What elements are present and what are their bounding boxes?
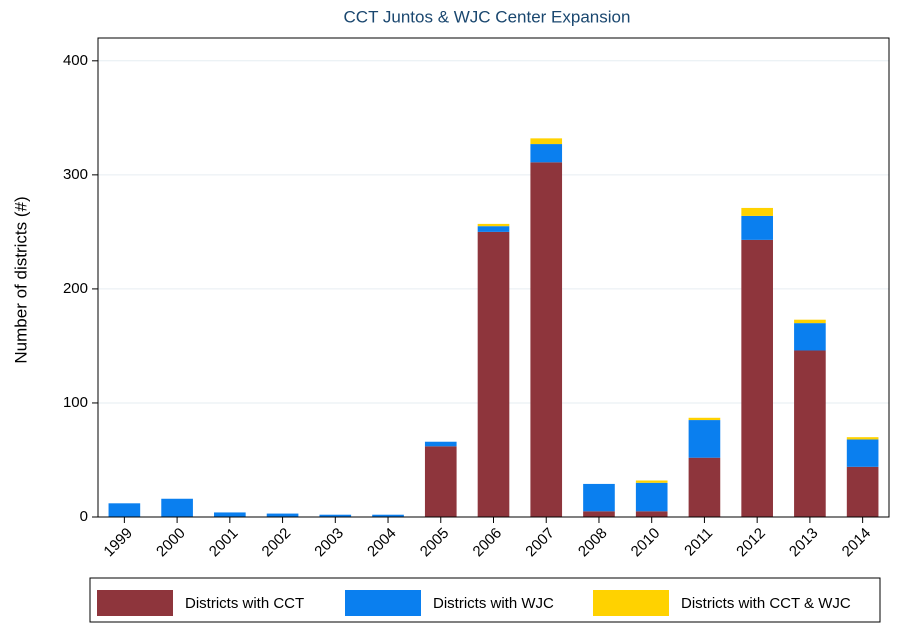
x-tick-label: 2011 <box>681 525 716 560</box>
legend-label: Districts with CCT <box>185 595 304 612</box>
bar <box>688 420 721 458</box>
x-tick-label: 2013 <box>786 525 822 561</box>
x-tick-label: 2014 <box>839 525 875 561</box>
x-tick-label: 2004 <box>364 525 400 561</box>
bar <box>108 503 141 517</box>
bar <box>688 417 721 421</box>
bar <box>161 498 193 517</box>
y-tick-label: 100 <box>63 394 88 411</box>
bar <box>530 138 563 145</box>
y-tick-label: 400 <box>63 52 88 69</box>
bar <box>424 441 457 447</box>
bar <box>794 350 826 517</box>
bar <box>741 239 773 517</box>
x-tick-label: 2007 <box>522 525 558 561</box>
bar <box>846 439 879 467</box>
x-tick-label: 1999 <box>100 525 136 561</box>
bar <box>635 480 668 483</box>
bar <box>794 323 826 351</box>
legend-label: Districts with CCT & WJC <box>681 595 851 612</box>
y-tick-label: 200 <box>63 280 88 297</box>
x-tick-label: 2000 <box>153 525 189 561</box>
chart-title: CCT Juntos & WJC Center Expansion <box>344 7 631 26</box>
bar <box>477 223 510 227</box>
bar <box>741 215 773 240</box>
bar <box>372 514 404 517</box>
bar <box>846 466 879 517</box>
bar <box>635 482 668 512</box>
legend-swatch <box>345 590 421 616</box>
bar <box>477 226 510 232</box>
x-tick-label: 2006 <box>470 525 506 561</box>
bar <box>688 457 721 517</box>
bar <box>214 512 246 517</box>
bar <box>583 483 615 512</box>
bar <box>794 319 826 324</box>
x-tick-label: 2008 <box>575 525 611 561</box>
bar <box>266 513 299 517</box>
plot-frame <box>97 37 890 518</box>
x-tick-label: 2010 <box>628 525 664 561</box>
bar <box>846 437 879 440</box>
y-tick-label: 0 <box>80 508 88 525</box>
y-axis-label: Number of districts (#) <box>11 196 30 363</box>
x-tick-label: 2003 <box>311 525 347 561</box>
bar <box>319 514 352 517</box>
bar <box>477 231 510 517</box>
bar <box>635 511 668 517</box>
x-tick-label: 2001 <box>206 525 242 561</box>
legend-label: Districts with WJC <box>433 595 554 612</box>
legend-swatch <box>593 590 669 616</box>
x-tick-label: 2002 <box>259 525 295 561</box>
y-tick-label: 300 <box>63 166 88 183</box>
legend-swatch <box>97 590 173 616</box>
bar <box>583 511 615 517</box>
bar <box>424 446 457 517</box>
x-tick-label: 2012 <box>733 525 769 561</box>
x-tick-label: 2005 <box>417 525 453 561</box>
bar <box>741 207 773 216</box>
legend-box <box>89 577 881 623</box>
bar <box>530 144 563 163</box>
bar <box>530 162 563 518</box>
